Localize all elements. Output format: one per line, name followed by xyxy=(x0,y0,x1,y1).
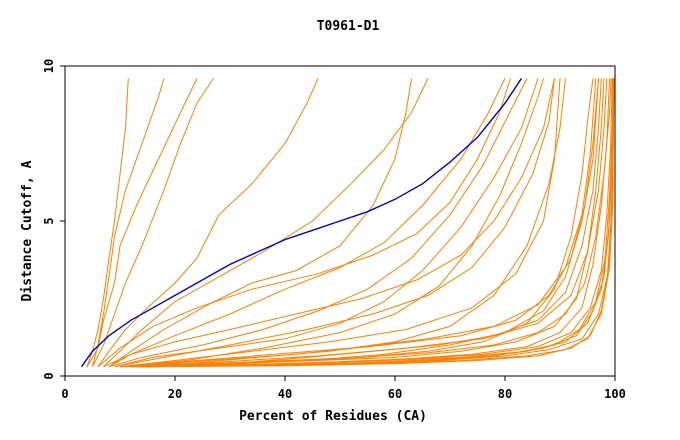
model-series-line-30 xyxy=(97,78,511,368)
highlight-series-line xyxy=(80,78,523,368)
model-series-line-21 xyxy=(125,78,597,368)
x-axis-ticks: 0 20 40 60 80 100 xyxy=(61,376,626,401)
model-series-line-1 xyxy=(86,78,129,367)
x-tick-label: 100 xyxy=(604,387,626,401)
model-series-line-26 xyxy=(141,78,612,368)
model-series-line-25 xyxy=(130,78,599,368)
model-series-line-20 xyxy=(141,78,602,368)
model-series-line-7 xyxy=(108,78,506,368)
model-series-line-3 xyxy=(86,78,198,367)
model-series-line-23 xyxy=(114,78,555,368)
model-series-line-29 xyxy=(103,78,555,368)
x-tick-label: 0 xyxy=(61,387,68,401)
y-tick-label: 10 xyxy=(42,59,56,73)
model-series-line-24 xyxy=(119,78,544,368)
x-tick-label: 20 xyxy=(168,387,182,401)
y-axis-label: Distance Cutoff, A xyxy=(20,160,35,301)
model-series-line-8 xyxy=(108,78,528,368)
x-tick-label: 40 xyxy=(278,387,292,401)
series-layer xyxy=(86,78,615,368)
model-series-line-22 xyxy=(147,78,615,368)
model-series-line-2 xyxy=(92,78,165,367)
model-series-line-27 xyxy=(136,78,614,368)
x-axis-label: Percent of Residues (CA) xyxy=(239,409,427,424)
model-series-line-18 xyxy=(136,78,614,368)
model-series-line-9 xyxy=(114,78,539,368)
model-series-line-6 xyxy=(103,78,429,368)
model-series-line-12 xyxy=(108,78,412,368)
model-series-line-28 xyxy=(125,78,605,368)
model-series-line-5 xyxy=(97,78,319,367)
model-series-line-17 xyxy=(136,78,613,368)
y-axis-ticks: 0 5 10 xyxy=(42,59,65,380)
highlight-layer xyxy=(80,78,523,368)
model-series-line-4 xyxy=(92,78,214,367)
model-series-line-10 xyxy=(119,78,566,368)
y-tick-label: 0 xyxy=(42,372,56,379)
chart-title: T0961-D1 xyxy=(317,19,380,34)
model-series-line-31 xyxy=(136,78,615,368)
x-tick-label: 80 xyxy=(498,387,512,401)
x-tick-label: 60 xyxy=(388,387,402,401)
model-series-line-32 xyxy=(147,78,614,368)
y-tick-label: 5 xyxy=(42,217,56,224)
